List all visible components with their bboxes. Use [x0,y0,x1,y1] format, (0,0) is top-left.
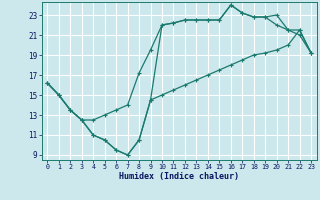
X-axis label: Humidex (Indice chaleur): Humidex (Indice chaleur) [119,172,239,181]
